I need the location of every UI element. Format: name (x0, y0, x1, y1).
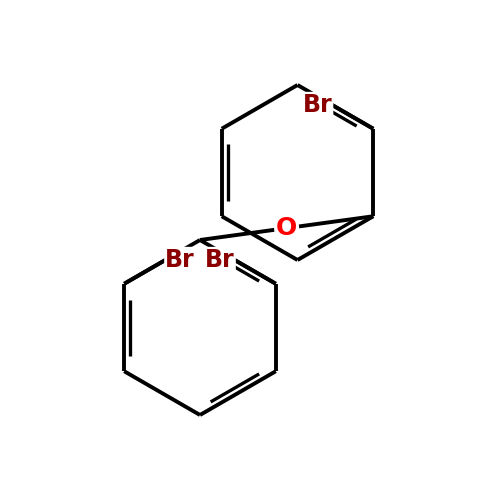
Text: O: O (276, 216, 297, 240)
Text: Br: Br (205, 248, 234, 272)
Text: Br: Br (302, 93, 332, 117)
Text: Br: Br (166, 248, 195, 272)
